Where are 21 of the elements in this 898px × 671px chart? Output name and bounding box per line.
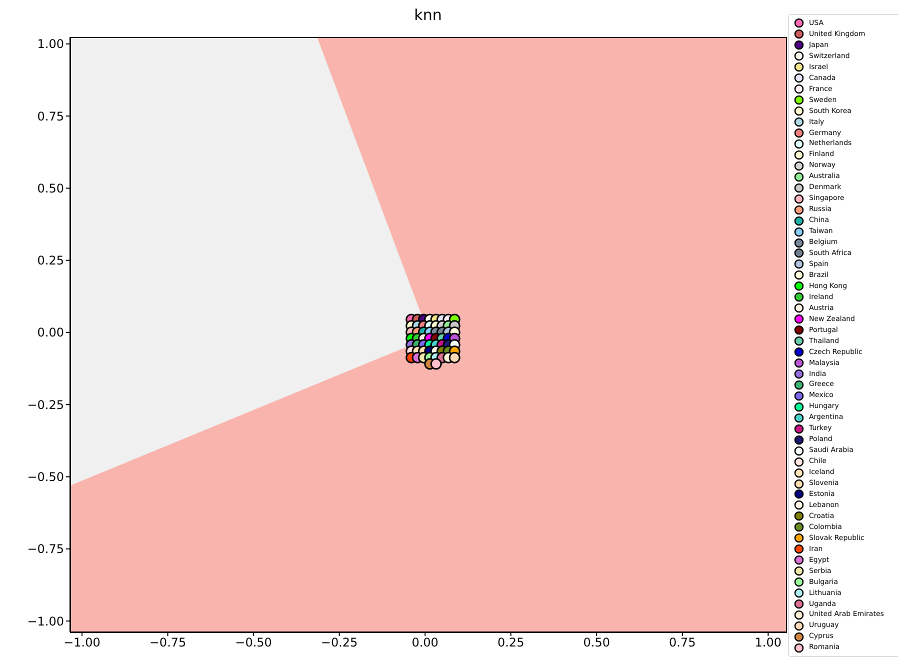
y-tick-label: 0.25 (37, 254, 64, 268)
x-tick-label: 1.00 (754, 636, 782, 650)
x-tick-label: 0.50 (583, 636, 610, 650)
y-tick-label: 0.50 (37, 181, 64, 196)
x-tick-label: −0.75 (149, 636, 186, 650)
point (448, 352, 460, 364)
x-tick-label: 0.00 (412, 636, 438, 650)
x-tick-label: −1.00 (64, 636, 100, 650)
y-tick-label: −0.50 (27, 470, 64, 484)
chart-title: knn (413, 6, 443, 24)
y-tick-label: −0.75 (27, 542, 64, 556)
x-tick-label: −0.50 (235, 636, 272, 650)
point (430, 358, 442, 370)
y-tick-label: 0.00 (37, 326, 64, 340)
x-tick-label: 0.75 (669, 636, 696, 650)
x-tick-label: −0.25 (320, 636, 358, 650)
x-tick-label: 0.25 (497, 636, 524, 650)
y-tick-label: 1.00 (37, 37, 64, 52)
y-tick-label: −1.00 (27, 614, 64, 628)
y-tick-label: −0.25 (27, 398, 64, 412)
y-tick-label: 0.75 (37, 109, 64, 124)
